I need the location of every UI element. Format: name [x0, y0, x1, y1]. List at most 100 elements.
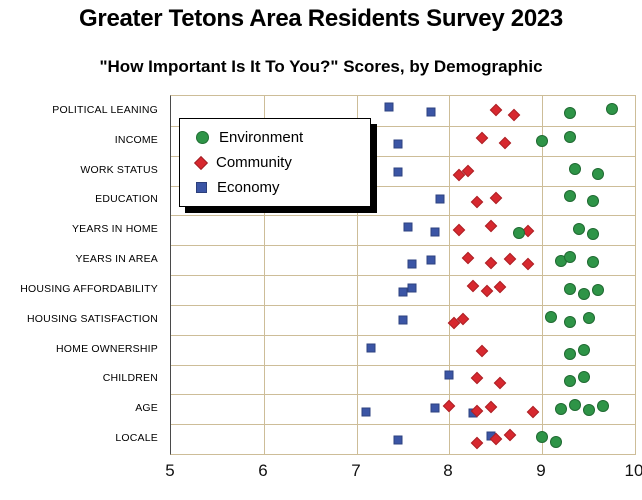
- gridline-horizontal: [171, 245, 635, 246]
- community-marker-icon: [193, 155, 209, 170]
- x-tick-label: 10: [624, 461, 642, 480]
- data-point-environment: [564, 130, 577, 143]
- data-point-community: [484, 256, 498, 270]
- x-tick-label: 5: [165, 461, 175, 480]
- data-point-community: [526, 405, 540, 419]
- data-point-economy: [430, 227, 440, 237]
- data-point-environment: [587, 256, 600, 269]
- data-point-community: [470, 436, 484, 450]
- x-tick-label: 8: [443, 461, 453, 480]
- data-point-environment: [605, 102, 618, 115]
- legend-label: Economy: [217, 179, 280, 196]
- data-point-environment: [564, 347, 577, 360]
- data-point-economy: [384, 102, 394, 112]
- data-point-environment: [545, 310, 558, 323]
- data-point-community: [461, 251, 475, 265]
- data-point-environment: [536, 431, 549, 444]
- legend-label: Environment: [219, 129, 304, 146]
- data-point-economy: [435, 194, 445, 204]
- data-point-environment: [577, 287, 590, 300]
- data-point-economy: [361, 407, 371, 417]
- data-point-environment: [513, 227, 525, 240]
- chart-legend: Environment Community Economy: [179, 118, 371, 207]
- x-tick-label: 7: [351, 461, 361, 480]
- category-label: YEARS IN HOME: [71, 223, 158, 236]
- data-point-environment: [536, 134, 549, 147]
- data-point-economy: [444, 370, 454, 380]
- gridline-horizontal: [171, 424, 635, 425]
- gridline-horizontal: [171, 394, 635, 395]
- data-point-environment: [587, 228, 600, 241]
- data-point-economy: [426, 107, 436, 117]
- category-label: LOCALE: [115, 432, 158, 445]
- data-point-economy: [366, 343, 376, 353]
- data-point-environment: [591, 283, 604, 296]
- gridline-horizontal: [171, 215, 635, 216]
- category-label: INCOME: [114, 133, 158, 146]
- data-point-economy: [426, 255, 436, 265]
- data-point-environment: [587, 195, 600, 208]
- category-label: CHILDREN: [102, 372, 158, 385]
- environment-marker-icon: [196, 131, 209, 144]
- data-point-environment: [577, 343, 590, 356]
- data-point-environment: [554, 403, 567, 416]
- data-point-community: [484, 219, 498, 233]
- chart-title: Greater Tetons Area Residents Survey 202…: [79, 5, 563, 32]
- data-point-environment: [573, 223, 586, 236]
- data-point-environment: [596, 400, 609, 413]
- x-tick-label: 9: [536, 461, 546, 480]
- data-point-community: [494, 377, 507, 390]
- gridline-horizontal: [171, 156, 635, 157]
- data-point-environment: [564, 375, 577, 388]
- data-point-environment: [564, 251, 577, 264]
- category-label: POLITICAL LEANING: [52, 103, 158, 116]
- data-point-community: [480, 284, 493, 298]
- data-point-environment: [582, 311, 595, 324]
- category-label: EDUCATION: [95, 193, 158, 206]
- data-point-environment: [568, 162, 581, 175]
- category-label: YEARS IN AREA: [75, 253, 158, 266]
- data-point-community: [498, 136, 512, 150]
- data-point-economy: [393, 435, 403, 445]
- legend-entry-economy: Economy: [180, 175, 370, 200]
- gridline-horizontal: [171, 275, 635, 276]
- category-label: WORK STATUS: [80, 163, 158, 176]
- gridline-vertical: [264, 96, 265, 454]
- data-point-economy: [398, 287, 408, 297]
- data-point-economy: [393, 167, 403, 177]
- data-point-community: [452, 223, 466, 237]
- value-axis: 5 6 7 8 9 10: [165, 461, 642, 487]
- category-label: AGE: [135, 402, 158, 415]
- data-point-economy: [403, 222, 413, 232]
- data-point-economy: [398, 315, 408, 325]
- data-point-community: [470, 196, 484, 209]
- x-tick-label: 6: [258, 461, 268, 480]
- data-point-community: [470, 372, 484, 385]
- category-label: HOME OWNERSHIP: [56, 342, 158, 355]
- data-point-community: [475, 344, 489, 357]
- data-point-economy: [393, 139, 403, 149]
- plot-area: Environment Community Economy: [170, 95, 636, 455]
- data-point-community: [484, 400, 498, 414]
- gridline-horizontal: [171, 305, 635, 306]
- gridline-horizontal: [171, 186, 635, 187]
- data-point-environment: [564, 106, 577, 119]
- gridline-vertical: [357, 96, 358, 454]
- gridline-horizontal: [171, 365, 635, 366]
- data-point-environment: [591, 167, 604, 180]
- gridline-horizontal: [171, 126, 635, 127]
- data-point-economy: [407, 259, 417, 269]
- legend-entry-community: Community: [180, 150, 370, 175]
- data-point-environment: [564, 315, 577, 328]
- data-point-community: [466, 279, 479, 293]
- gridline-horizontal: [171, 335, 635, 336]
- data-point-community: [475, 131, 489, 145]
- chart-subtitle: "How Important Is It To You?" Scores, by…: [99, 57, 543, 76]
- data-point-community: [489, 103, 503, 117]
- category-label: HOUSING SATISFACTION: [27, 312, 158, 325]
- data-point-community: [503, 252, 517, 266]
- data-point-community: [521, 257, 535, 271]
- legend-label: Community: [216, 154, 292, 171]
- data-point-environment: [582, 404, 595, 417]
